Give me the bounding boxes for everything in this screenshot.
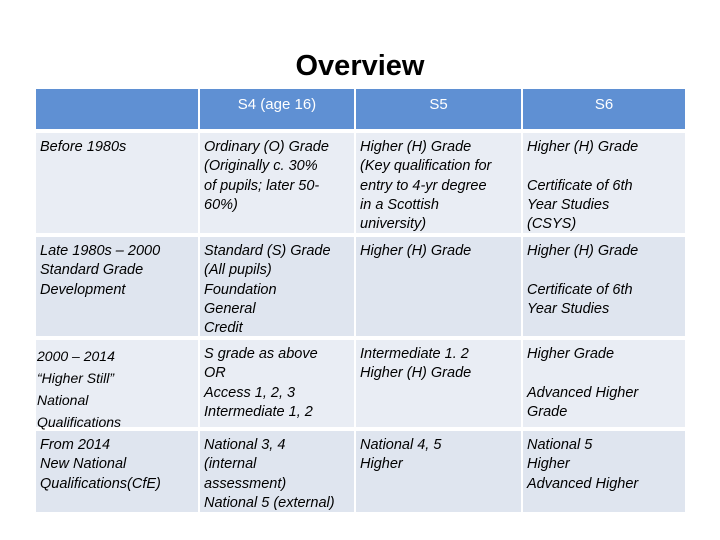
cell-paragraph: Intermediate 1. 2 Higher (H) Grade — [360, 345, 518, 384]
slide-title: Overview — [295, 50, 425, 82]
cell-text: Before 1980s — [40, 139, 127, 155]
cell-text: Certificate of 6th — [527, 281, 633, 298]
cell-text: S grade as above — [204, 346, 318, 362]
cell-text: Qualifications — [37, 414, 122, 430]
cell-text: Certificate of 6th — [527, 177, 633, 194]
cell-paragraph: Higher (H) Grade — [527, 138, 682, 157]
table-cell: From 2014 New National Qualifications(CfE) — [35, 430, 199, 513]
cell-text: Advanced Higher — [527, 384, 639, 401]
cell-text: Year Studies — [527, 196, 610, 213]
cell-text: Intermediate 1. 2 — [360, 346, 469, 362]
cell-text: National 3, 4 — [204, 437, 286, 453]
cell-paragraph: National 3, 4 (internal assessment) Nationa… — [204, 436, 351, 513]
table-cell: Before 1980s — [35, 132, 199, 234]
table-cell: National 5 Higher Advanced Higher — [522, 430, 686, 513]
table-cell: Higher (H) Grade Certificate of 6th Year S… — [522, 132, 686, 234]
table-cell: Ordinary (O) Grade (Originally c. 30% of p… — [199, 132, 355, 234]
cell-text: Access 1, 2, 3 — [204, 384, 296, 401]
cell-text: Higher (H) Grade — [527, 139, 639, 155]
cell-text: Development — [40, 281, 126, 298]
cell-text: National 5 — [527, 437, 593, 453]
table: S4 (age 16) S5 S6 Before 1980s Ordinary (O) … — [35, 88, 686, 513]
cell-paragraph: Advanced Higher Grade — [527, 384, 682, 423]
cell-text: New National — [40, 456, 127, 473]
cell-paragraph: National 4, 5 Higher — [360, 436, 518, 475]
cell-paragraph: National 5 Higher Advanced Higher — [527, 436, 682, 494]
cell-text: National 4, 5 — [360, 437, 442, 453]
cell-text: Higher — [360, 456, 403, 473]
cell-text: (CSYS) — [527, 216, 577, 233]
cell-paragraph: Standard (S) Grade (All pupils) Foundation… — [204, 242, 351, 338]
cell-text: Higher (H) Grade — [360, 365, 472, 382]
cell-text: Ordinary (O) Grade — [204, 139, 329, 155]
cell-text: 60%) — [204, 196, 238, 213]
table-cell: Higher (H) Grade (Key qualification for en… — [355, 132, 522, 234]
table-cell: Higher Grade Advanced Higher Grade — [522, 339, 686, 428]
cell-text: (internal — [204, 456, 257, 473]
cell-text: General — [204, 300, 256, 317]
cell-text: assessment) — [204, 475, 287, 492]
cell-text: From 2014 — [40, 437, 111, 453]
cell-text: Standard Grade — [40, 262, 144, 279]
cell-paragraph: Higher (H) Grade — [360, 242, 518, 261]
cell-text: (Key qualification for — [360, 158, 492, 175]
cell-paragraph: S grade as above OR Access 1, 2, 3 Intermed… — [204, 345, 351, 422]
table-cell: Higher (H) Grade — [355, 236, 522, 337]
cell-text: “Higher Still” — [37, 370, 115, 386]
cell-text: (All pupils) — [204, 262, 272, 279]
cell-paragraph: Higher (H) Grade — [527, 242, 682, 261]
cell-text: National 5 (external) — [204, 494, 335, 511]
cell-text: National — [37, 392, 89, 408]
cell-paragraph: Certificate of 6th Year Studies (CSYS) — [527, 177, 682, 235]
cell-text: entry to 4-yr degree — [360, 177, 487, 194]
table-cell: 2000 – 2014 “Higher Still” National Qualifi… — [35, 339, 199, 430]
cell-text: Qualifications(CfE) — [40, 475, 161, 492]
cell-paragraph: Before 1980s — [40, 138, 195, 157]
header-cell: S6 — [522, 88, 686, 130]
cell-paragraph: From 2014 New National Qualifications(CfE) — [40, 436, 195, 494]
table-cell: National 3, 4 (internal assessment) Nationa… — [199, 430, 355, 513]
header-cell — [35, 88, 199, 130]
cell-text: Advanced Higher — [527, 475, 639, 492]
cell-paragraph: Ordinary (O) Grade (Originally c. 30% of p… — [204, 138, 351, 215]
table-cell: Higher (H) Grade Certificate of 6th Year S… — [522, 236, 686, 337]
cell-text: Higher (H) Grade — [360, 243, 472, 259]
cell-text: university) — [360, 216, 427, 233]
cell-text: (Originally c. 30% — [204, 158, 318, 175]
table-cell: Intermediate 1. 2 Higher (H) Grade — [355, 339, 522, 428]
cell-text: Standard (S) Grade — [204, 243, 331, 259]
header-cell: S5 — [355, 88, 522, 130]
cell-paragraph: Late 1980s – 2000 Standard Grade Developme… — [40, 242, 195, 300]
cell-text: Foundation — [204, 281, 277, 298]
cell-text: in a Scottish — [360, 196, 439, 213]
cell-text: Higher Grade — [527, 346, 615, 362]
cell-text: of pupils; later 50- — [204, 177, 320, 194]
cell-text: Credit — [204, 320, 243, 337]
table-cell: Standard (S) Grade (All pupils) Foundation… — [199, 236, 355, 337]
cell-paragraph: Higher (H) Grade (Key qualification for en… — [360, 138, 518, 234]
table-cell: Late 1980s – 2000 Standard Grade Developme… — [35, 236, 199, 337]
cell-paragraph: Higher Grade — [527, 345, 682, 364]
cell-text: Higher (H) Grade — [527, 243, 639, 259]
cell-text: Year Studies — [527, 300, 610, 317]
cell-text: Higher (H) Grade — [360, 139, 472, 155]
cell-text: OR — [204, 365, 226, 382]
header-cell: S4 (age 16) — [199, 88, 355, 130]
cell-text: Intermediate 1, 2 — [204, 403, 313, 420]
cell-text: Late 1980s – 2000 — [40, 243, 161, 259]
cell-paragraph: 2000 – 2014 “Higher Still” National Qualifi… — [37, 345, 195, 433]
cell-text: Higher — [527, 456, 570, 473]
cell-text: Grade — [527, 403, 568, 420]
cell-text: 2000 – 2014 — [37, 348, 115, 364]
table-cell: National 4, 5 Higher — [355, 430, 522, 513]
table-cell: S grade as above OR Access 1, 2, 3 Intermed… — [199, 339, 355, 428]
cell-paragraph: Certificate of 6th Year Studies — [527, 281, 682, 320]
